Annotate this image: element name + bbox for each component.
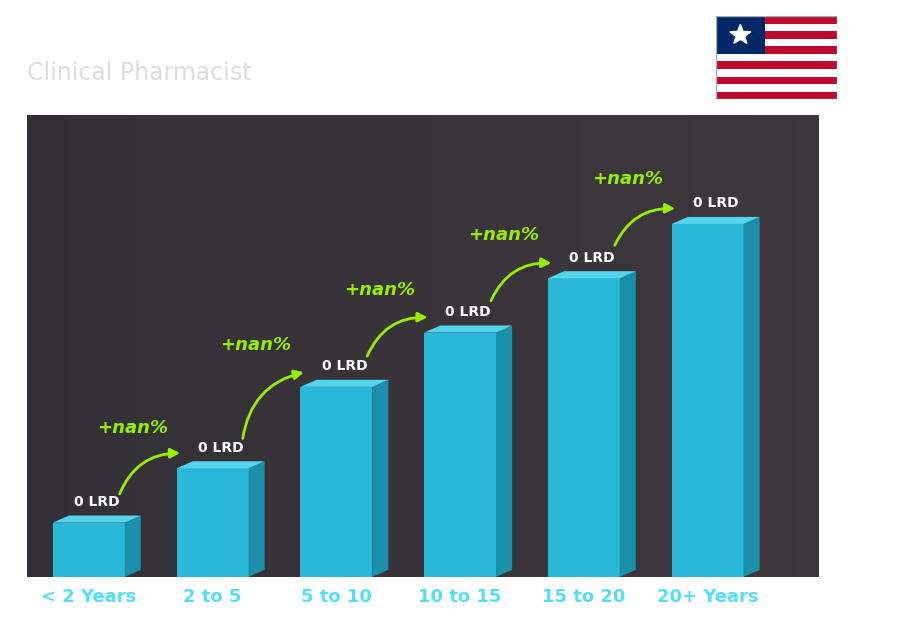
Text: 0 LRD: 0 LRD (321, 360, 367, 373)
Polygon shape (671, 224, 743, 577)
Polygon shape (424, 326, 512, 333)
Polygon shape (301, 387, 373, 577)
Bar (716, 69, 837, 77)
Bar (716, 16, 765, 54)
Polygon shape (53, 515, 140, 522)
Bar (716, 24, 837, 31)
Text: Clinical Pharmacist: Clinical Pharmacist (27, 61, 252, 85)
Text: 0 LRD: 0 LRD (74, 495, 120, 509)
Text: 0 LRD: 0 LRD (569, 251, 615, 265)
Bar (716, 31, 837, 38)
Polygon shape (176, 469, 248, 577)
Bar (716, 54, 837, 62)
Bar (716, 46, 837, 54)
Text: salary: salary (355, 610, 410, 625)
Text: 0 LRD: 0 LRD (446, 305, 491, 319)
Polygon shape (301, 380, 388, 387)
Polygon shape (125, 515, 140, 577)
Text: +nan%: +nan% (591, 170, 662, 188)
Bar (716, 62, 837, 69)
Polygon shape (548, 278, 620, 577)
Polygon shape (743, 217, 760, 577)
Bar (716, 77, 837, 84)
Bar (716, 16, 837, 24)
Polygon shape (176, 462, 265, 469)
Text: 0 LRD: 0 LRD (198, 441, 244, 454)
Bar (716, 84, 837, 92)
Polygon shape (53, 522, 125, 577)
Text: +nan%: +nan% (344, 281, 415, 299)
Polygon shape (548, 271, 635, 278)
Polygon shape (620, 271, 635, 577)
Text: 0 LRD: 0 LRD (693, 196, 739, 210)
Text: +nan%: +nan% (96, 419, 167, 437)
Bar (716, 92, 837, 99)
Text: Salary Comparison By Experience: Salary Comparison By Experience (27, 22, 710, 56)
Polygon shape (424, 333, 496, 577)
Bar (716, 38, 837, 46)
Text: Average Monthly Salary: Average Monthly Salary (862, 276, 875, 417)
Polygon shape (730, 24, 751, 44)
Polygon shape (496, 326, 512, 577)
Text: +nan%: +nan% (468, 226, 539, 244)
Text: explorer.com: explorer.com (410, 610, 514, 625)
Polygon shape (373, 380, 388, 577)
Polygon shape (671, 217, 760, 224)
Text: +nan%: +nan% (220, 337, 292, 354)
Polygon shape (248, 462, 265, 577)
